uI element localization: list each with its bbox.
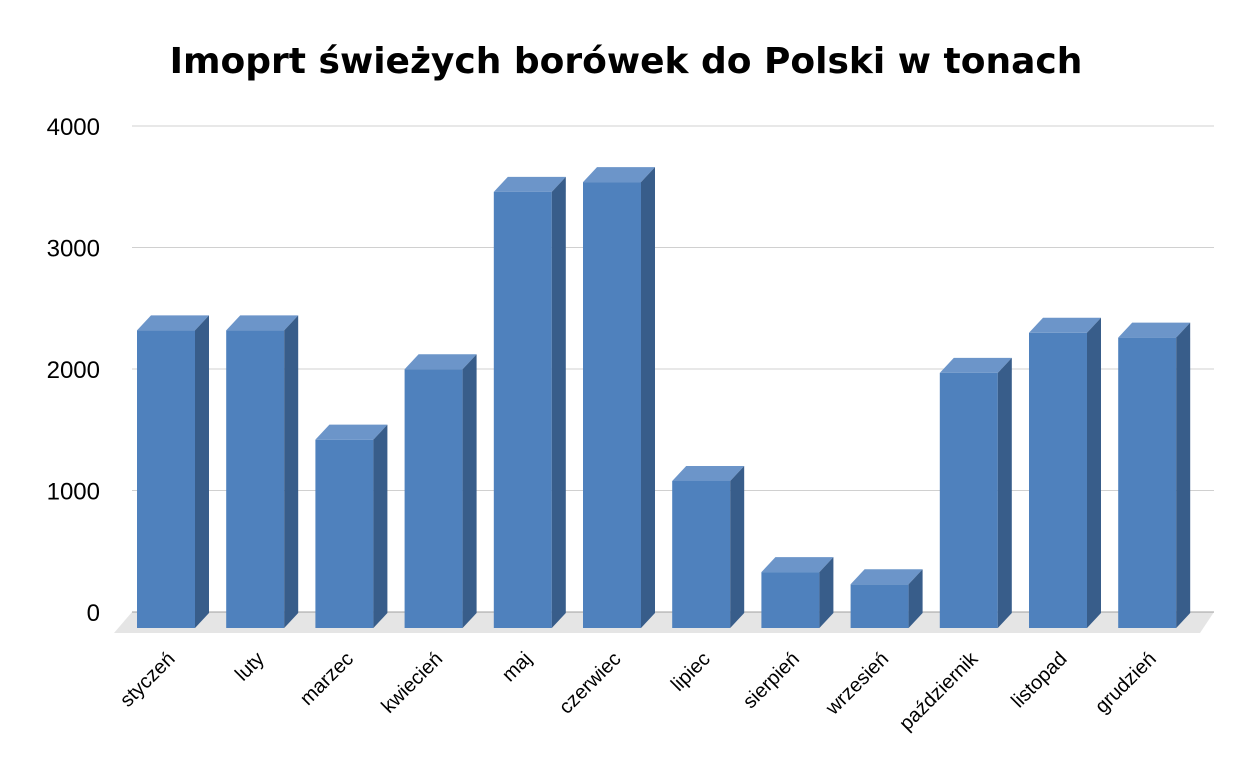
x-tick-label: październik [895, 647, 983, 735]
bar [761, 557, 834, 628]
chart-title: Imoprt świeżych borówek do Polski w tona… [170, 41, 1083, 82]
bar-side [551, 176, 566, 628]
bar-front [761, 572, 820, 628]
bar-front [404, 369, 463, 628]
bars [137, 167, 1191, 628]
bar [850, 569, 923, 628]
floor-plane [114, 612, 1214, 633]
bar-side [819, 557, 834, 628]
bar-top [939, 357, 1012, 373]
y-axis-ticks: 0 1000 2000 3000 4000 [47, 114, 100, 627]
bar-top [1029, 317, 1101, 333]
bar [315, 424, 388, 628]
x-tick-label: czerwiec [555, 648, 626, 719]
bar [939, 357, 1012, 628]
bar-top [761, 557, 834, 573]
bar [226, 315, 299, 628]
bar-side [195, 315, 209, 628]
bar [1029, 317, 1101, 628]
x-tick-label: lipiec [667, 648, 715, 696]
bar-front [226, 330, 285, 628]
x-tick-label: listopad [1007, 648, 1071, 712]
y-tick-label: 1000 [47, 479, 100, 506]
bar [137, 315, 209, 628]
bar-side [373, 424, 388, 628]
bar-side [1176, 322, 1191, 628]
bar-top [137, 315, 209, 331]
bar [493, 176, 566, 628]
bar-side [284, 315, 299, 628]
bar-front [315, 439, 374, 628]
bar-front [1118, 337, 1177, 628]
x-tick-label: sierpień [739, 648, 804, 713]
bar-top [583, 167, 655, 183]
bar-side [997, 357, 1012, 628]
bar-front [850, 584, 909, 628]
y-tick-label: 3000 [47, 236, 100, 263]
x-tick-label: maj [498, 648, 536, 686]
y-tick-label: 4000 [47, 114, 100, 141]
bar-front [583, 182, 641, 628]
bar-side [908, 569, 923, 628]
bar-top [226, 315, 299, 331]
bar-top [850, 569, 923, 585]
x-tick-label: wrzesień [821, 648, 893, 720]
bar-top [315, 424, 388, 440]
bar-side [1087, 317, 1101, 628]
x-tick-label: marzec [296, 648, 358, 710]
x-tick-label: styczeń [116, 648, 180, 712]
bar-front [493, 191, 552, 628]
x-tick-label: grudzień [1091, 648, 1161, 718]
bar [1118, 322, 1191, 628]
bar-front [137, 330, 195, 628]
x-tick-label: kwiecień [377, 648, 447, 718]
bar-front [1029, 332, 1087, 628]
x-axis-ticks: styczeń luty marzec kwiecień maj czerwiec lipi… [116, 647, 1161, 735]
bar [404, 354, 477, 628]
chart-floor [114, 612, 1214, 633]
bar-side [730, 465, 745, 628]
bar-front [672, 480, 731, 628]
bar-top [493, 176, 566, 192]
bar-side [641, 167, 655, 628]
bar-side [462, 354, 477, 628]
bar-top [404, 354, 477, 370]
bar-front [939, 372, 998, 628]
y-tick-label: 2000 [47, 357, 100, 384]
bar-top [672, 465, 745, 481]
x-tick-label: luty [231, 648, 269, 686]
bar [672, 465, 745, 628]
bar-top [1118, 322, 1191, 338]
bar [583, 167, 655, 628]
y-tick-label: 0 [87, 600, 100, 627]
